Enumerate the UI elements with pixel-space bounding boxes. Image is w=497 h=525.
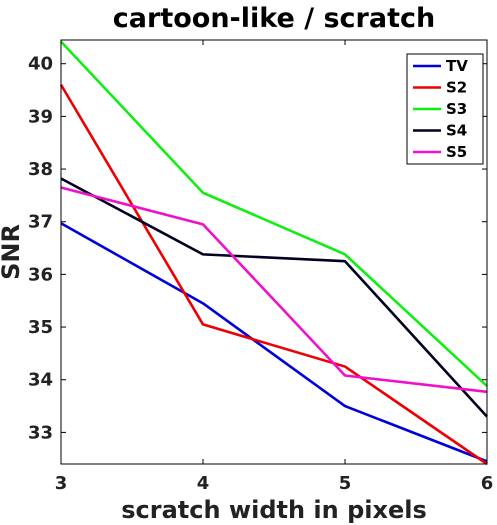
- x-tick-label: 5: [339, 473, 352, 494]
- series-line-s3: [60, 40, 488, 388]
- chart-title: cartoon-like / scratch: [113, 3, 435, 34]
- legend-label-s2: S2: [446, 79, 467, 97]
- y-tick-label: 34: [28, 370, 53, 391]
- y-tick-label: 33: [28, 422, 53, 443]
- x-axis-ticks: 3 4 5 6: [55, 40, 494, 494]
- y-tick-label: 39: [28, 106, 53, 127]
- x-tick-label: 3: [55, 473, 68, 494]
- series-line-tv: [60, 222, 488, 463]
- legend: TV S2 S3 S4 S5: [406, 53, 484, 165]
- plot-frame: [60, 39, 488, 465]
- y-tick-label: 38: [28, 159, 53, 180]
- legend-label-s4: S4: [446, 122, 467, 140]
- series-line-s5: [60, 186, 488, 394]
- y-tick-label: 35: [28, 317, 53, 338]
- y-tick-label: 37: [28, 212, 53, 233]
- legend-label-tv: TV: [446, 57, 468, 75]
- legend-label-s5: S5: [446, 143, 467, 161]
- x-axis-label: scratch width in pixels: [121, 496, 427, 524]
- series-line-s4: [60, 177, 488, 418]
- y-axis-ticks: 33 34 35 36 37 38 39 40: [28, 54, 487, 443]
- y-tick-label: 40: [28, 54, 53, 75]
- x-tick-label: 6: [481, 473, 494, 494]
- legend-label-s3: S3: [446, 100, 467, 118]
- x-tick-label: 4: [197, 473, 210, 494]
- y-tick-label: 36: [28, 264, 53, 285]
- y-axis-label: SNR: [0, 224, 25, 280]
- series-layer: [59, 40, 488, 466]
